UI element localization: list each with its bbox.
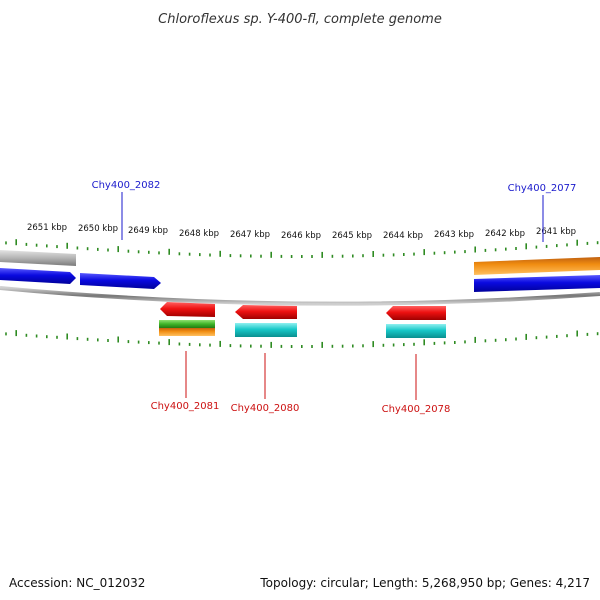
scale-label: 2645 kbp <box>332 231 372 241</box>
cds-cyan-chy400-2080[interactable] <box>235 323 297 337</box>
scale-label: 2651 kbp <box>27 223 67 233</box>
cds-gray-forward[interactable] <box>0 250 76 266</box>
tick-row-inner <box>5 330 599 348</box>
gene-label-chy400-2078[interactable]: Chy400_2078 <box>382 404 451 415</box>
scale-label: 2646 kbp <box>281 231 321 241</box>
gene-label-chy400-2080[interactable]: Chy400_2080 <box>231 403 300 414</box>
cds-green-chy400-2081[interactable] <box>159 320 215 328</box>
accession-text: Accession: NC_012032 <box>9 576 145 590</box>
reverse-strand <box>159 302 446 338</box>
scale-label: 2641 kbp <box>536 227 576 237</box>
map-title: Chloroflexus sp. Y-400-fl, complete geno… <box>158 12 442 27</box>
genome-backbone <box>0 286 600 306</box>
scale-labels: 2651 kbp 2650 kbp 2649 kbp 2648 kbp 2647… <box>27 223 576 241</box>
cds-red-chy400-2081[interactable] <box>160 302 215 317</box>
cds-blue-forward-right[interactable] <box>474 275 600 292</box>
genome-summary-text: Topology: circular; Length: 5,268,950 bp… <box>259 576 590 590</box>
tick-row-outer <box>5 239 599 258</box>
forward-strand <box>0 250 600 292</box>
cds-red-chy400-2078[interactable] <box>386 306 446 320</box>
scale-label: 2643 kbp <box>434 230 474 240</box>
cds-cyan-chy400-2078[interactable] <box>386 324 446 338</box>
cds-orange-chy400-2077[interactable] <box>474 257 600 275</box>
cds-red-chy400-2080[interactable] <box>235 305 297 319</box>
gene-label-chy400-2081[interactable]: Chy400_2081 <box>151 401 220 412</box>
scale-label: 2642 kbp <box>485 229 525 239</box>
cds-blue-forward[interactable] <box>0 268 76 284</box>
scale-label: 2648 kbp <box>179 229 219 239</box>
scale-label: 2644 kbp <box>383 231 423 241</box>
cds-orange-chy400-2081[interactable] <box>159 328 215 336</box>
scale-label: 2649 kbp <box>128 226 168 236</box>
scale-label: 2650 kbp <box>78 224 118 234</box>
cds-blue-chy400-2082[interactable] <box>80 273 161 289</box>
leader-lines <box>121 192 544 400</box>
gene-label-chy400-2077[interactable]: Chy400_2077 <box>508 183 577 194</box>
scale-label: 2647 kbp <box>230 230 270 240</box>
gene-label-chy400-2082[interactable]: Chy400_2082 <box>92 180 161 191</box>
gene-labels: Chy400_2082 Chy400_2077 Chy400_2081 Chy4… <box>92 180 577 415</box>
